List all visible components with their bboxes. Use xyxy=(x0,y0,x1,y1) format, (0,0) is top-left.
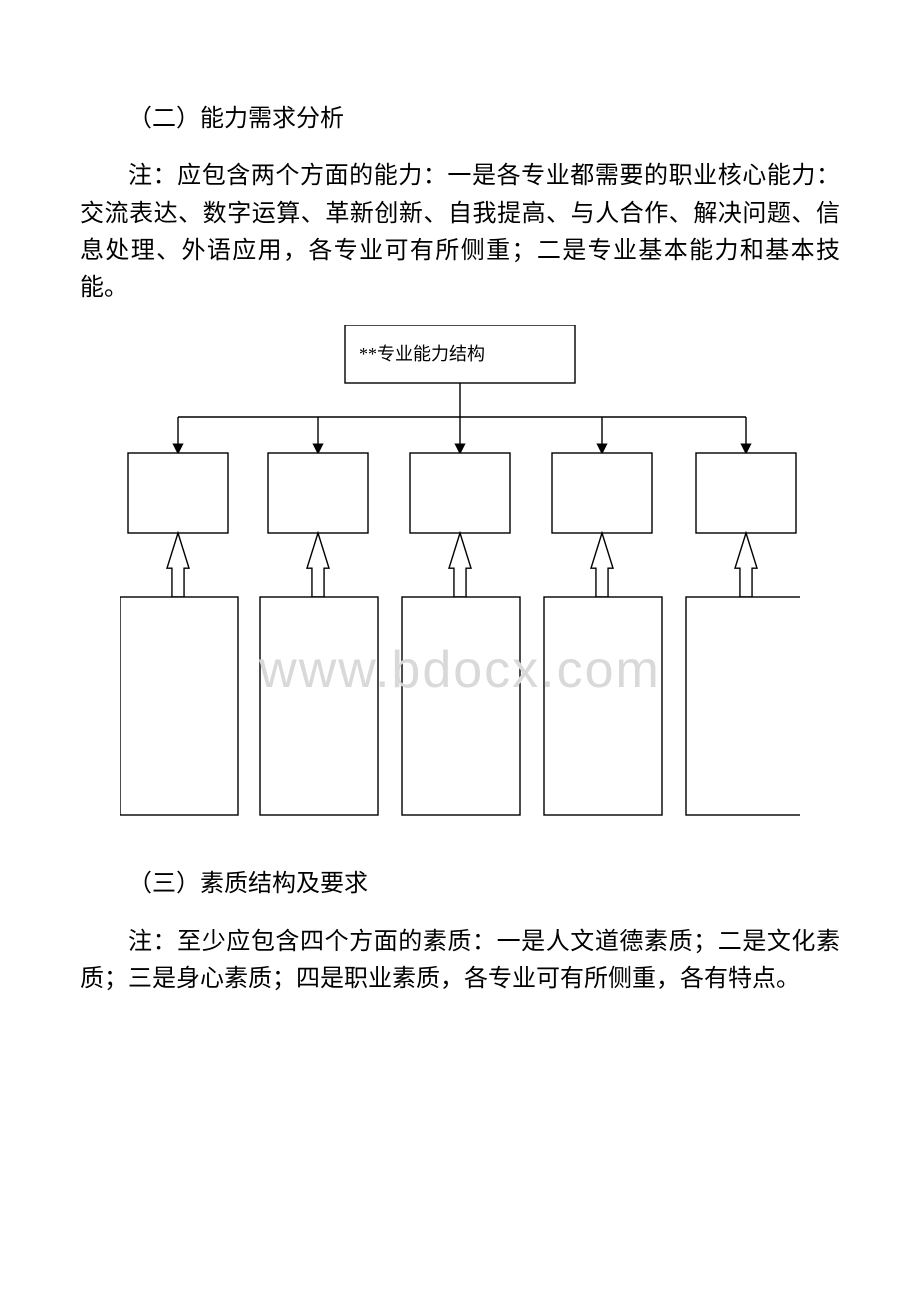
section-heading-3: （三）素质结构及要求 xyxy=(80,865,840,903)
svg-text:**专业能力结构: **专业能力结构 xyxy=(359,344,485,364)
ability-structure-diagram: **专业能力结构 xyxy=(120,325,800,845)
section-heading-2: （二）能力需求分析 xyxy=(80,100,840,138)
document-page: （二）能力需求分析 注：应包含两个方面的能力：一是各专业都需要的职业核心能力：交… xyxy=(0,0,920,1302)
section-note-3: 注：至少应包含四个方面的素质：一是人文道德素质；二是文化素质；三是身心素质；四是… xyxy=(80,924,840,998)
section-note-2: 注：应包含两个方面的能力：一是各专业都需要的职业核心能力：交流表达、数字运算、革… xyxy=(80,158,840,307)
